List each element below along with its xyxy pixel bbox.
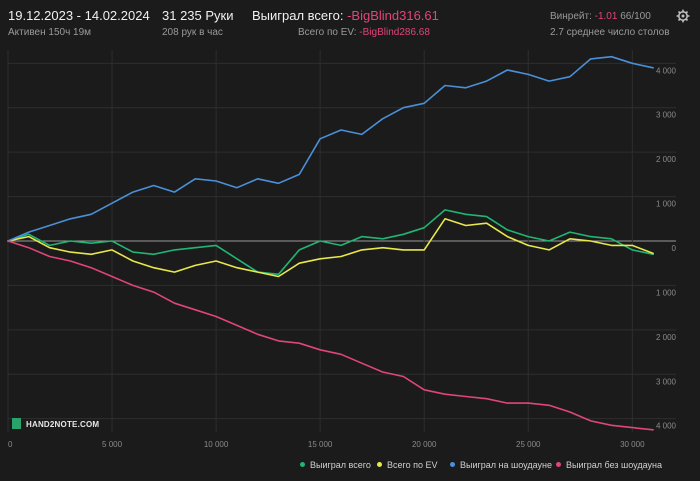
winrate-value: -1.01 bbox=[594, 11, 618, 22]
y-tick-label: 3 000 bbox=[656, 111, 677, 120]
won-total-value: -BigBlind316.61 bbox=[347, 8, 439, 23]
hands-count: 31 235 Руки bbox=[162, 8, 234, 23]
y-tick-label: 2 000 bbox=[656, 155, 677, 164]
non-showdown-line bbox=[7, 240, 654, 431]
ev-line bbox=[7, 218, 654, 278]
chart-grid bbox=[7, 50, 676, 432]
winrate-suffix: 66/100 bbox=[620, 11, 651, 22]
x-tick-label: 20 000 bbox=[412, 440, 437, 449]
avg-tables: 2.7 среднее число столов bbox=[550, 27, 670, 38]
x-tick-label: 25 000 bbox=[516, 440, 541, 449]
x-tick-label: 10 000 bbox=[204, 440, 229, 449]
ev-total: Всего по EV: -BigBlind286.68 bbox=[298, 27, 430, 38]
y-tick-label: 4 000 bbox=[656, 422, 677, 431]
legend-marker bbox=[377, 462, 382, 467]
chart-series bbox=[7, 55, 654, 431]
ev-value: -BigBlind286.68 bbox=[359, 27, 430, 38]
x-tick-label: 5 000 bbox=[102, 440, 123, 449]
x-axis-labels: 0 5 000 10 000 15 000 20 000 25 000 30 000 bbox=[8, 440, 645, 449]
legend-ev[interactable]: Всего по EV bbox=[377, 460, 437, 470]
y-tick-label: 3 000 bbox=[656, 377, 677, 386]
y-tick-label: 0 bbox=[672, 244, 677, 253]
won-total-line bbox=[7, 209, 654, 276]
x-tick-label: 15 000 bbox=[308, 440, 333, 449]
legend-label: Всего по EV bbox=[387, 460, 438, 470]
legend-showdown[interactable]: Выиграл на шоудауне bbox=[450, 460, 552, 470]
legend-won-total[interactable]: Выиграл всего bbox=[300, 460, 371, 470]
legend-non-showdown[interactable]: Выиграл без шоудауна bbox=[556, 460, 662, 470]
date-range: 19.12.2023 - 14.02.2024 bbox=[8, 8, 150, 23]
y-tick-label: 1 000 bbox=[656, 288, 677, 297]
active-time: Активен 150ч 19м bbox=[8, 27, 92, 38]
showdown-line bbox=[7, 55, 654, 242]
won-total-label: Выиграл всего: bbox=[252, 8, 344, 23]
legend-label: Выиграл на шоудауне bbox=[460, 460, 552, 470]
y-axis-labels: 4 000 3 000 2 000 1 000 0 1 000 2 000 3 000 4 00… bbox=[656, 66, 677, 430]
x-tick-label: 30 000 bbox=[620, 440, 645, 449]
y-tick-label: 1 000 bbox=[656, 200, 677, 209]
legend-marker bbox=[300, 462, 305, 467]
won-total: Выиграл всего: -BigBlind316.61 bbox=[252, 8, 439, 23]
x-tick-label: 0 bbox=[8, 440, 13, 449]
gear-icon[interactable] bbox=[676, 9, 690, 23]
y-tick-label: 2 000 bbox=[656, 333, 677, 342]
y-tick-label: 4 000 bbox=[656, 66, 677, 75]
legend-label: Выиграл без шоудауна bbox=[566, 460, 662, 470]
winrate-label: Винрейт: bbox=[550, 11, 592, 22]
legend-label: Выиграл всего bbox=[310, 460, 371, 470]
hand2note-logo: HAND2NOTE.COM bbox=[12, 418, 99, 429]
legend-marker bbox=[450, 462, 455, 467]
legend-marker bbox=[556, 462, 561, 467]
winrate: Винрейт: -1.01 66/100 bbox=[550, 11, 651, 22]
ev-label: Всего по EV: bbox=[298, 27, 357, 38]
hands-per-hour: 208 рук в час bbox=[162, 27, 223, 38]
